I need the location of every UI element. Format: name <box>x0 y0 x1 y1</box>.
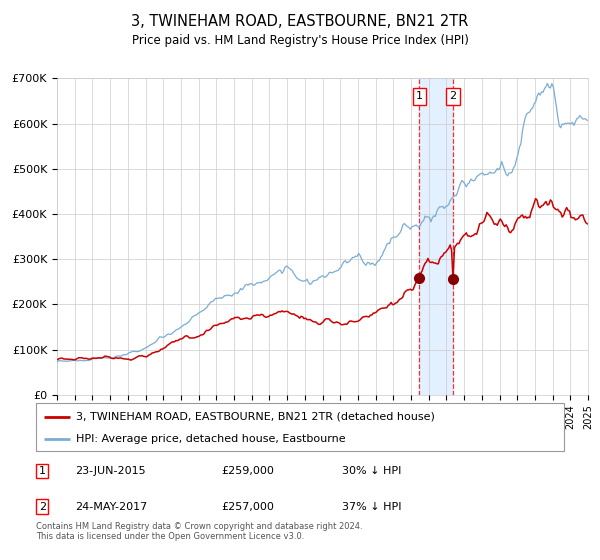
Text: HPI: Average price, detached house, Eastbourne: HPI: Average price, detached house, East… <box>76 434 345 444</box>
Text: £259,000: £259,000 <box>221 466 274 476</box>
Text: 23-JUN-2015: 23-JUN-2015 <box>76 466 146 476</box>
Text: 24-MAY-2017: 24-MAY-2017 <box>76 502 148 512</box>
Text: Price paid vs. HM Land Registry's House Price Index (HPI): Price paid vs. HM Land Registry's House … <box>131 34 469 46</box>
FancyBboxPatch shape <box>36 403 564 451</box>
Text: 37% ↓ HPI: 37% ↓ HPI <box>342 502 402 512</box>
Text: 2: 2 <box>449 91 457 101</box>
Text: 3, TWINEHAM ROAD, EASTBOURNE, BN21 2TR (detached house): 3, TWINEHAM ROAD, EASTBOURNE, BN21 2TR (… <box>76 412 434 422</box>
Text: 3, TWINEHAM ROAD, EASTBOURNE, BN21 2TR: 3, TWINEHAM ROAD, EASTBOURNE, BN21 2TR <box>131 14 469 29</box>
Text: 2: 2 <box>39 502 46 512</box>
Text: 1: 1 <box>416 91 423 101</box>
Text: 1: 1 <box>39 466 46 476</box>
Text: Contains HM Land Registry data © Crown copyright and database right 2024.
This d: Contains HM Land Registry data © Crown c… <box>36 522 362 542</box>
Text: £257,000: £257,000 <box>221 502 274 512</box>
Text: 30% ↓ HPI: 30% ↓ HPI <box>342 466 401 476</box>
Bar <box>419 78 453 395</box>
